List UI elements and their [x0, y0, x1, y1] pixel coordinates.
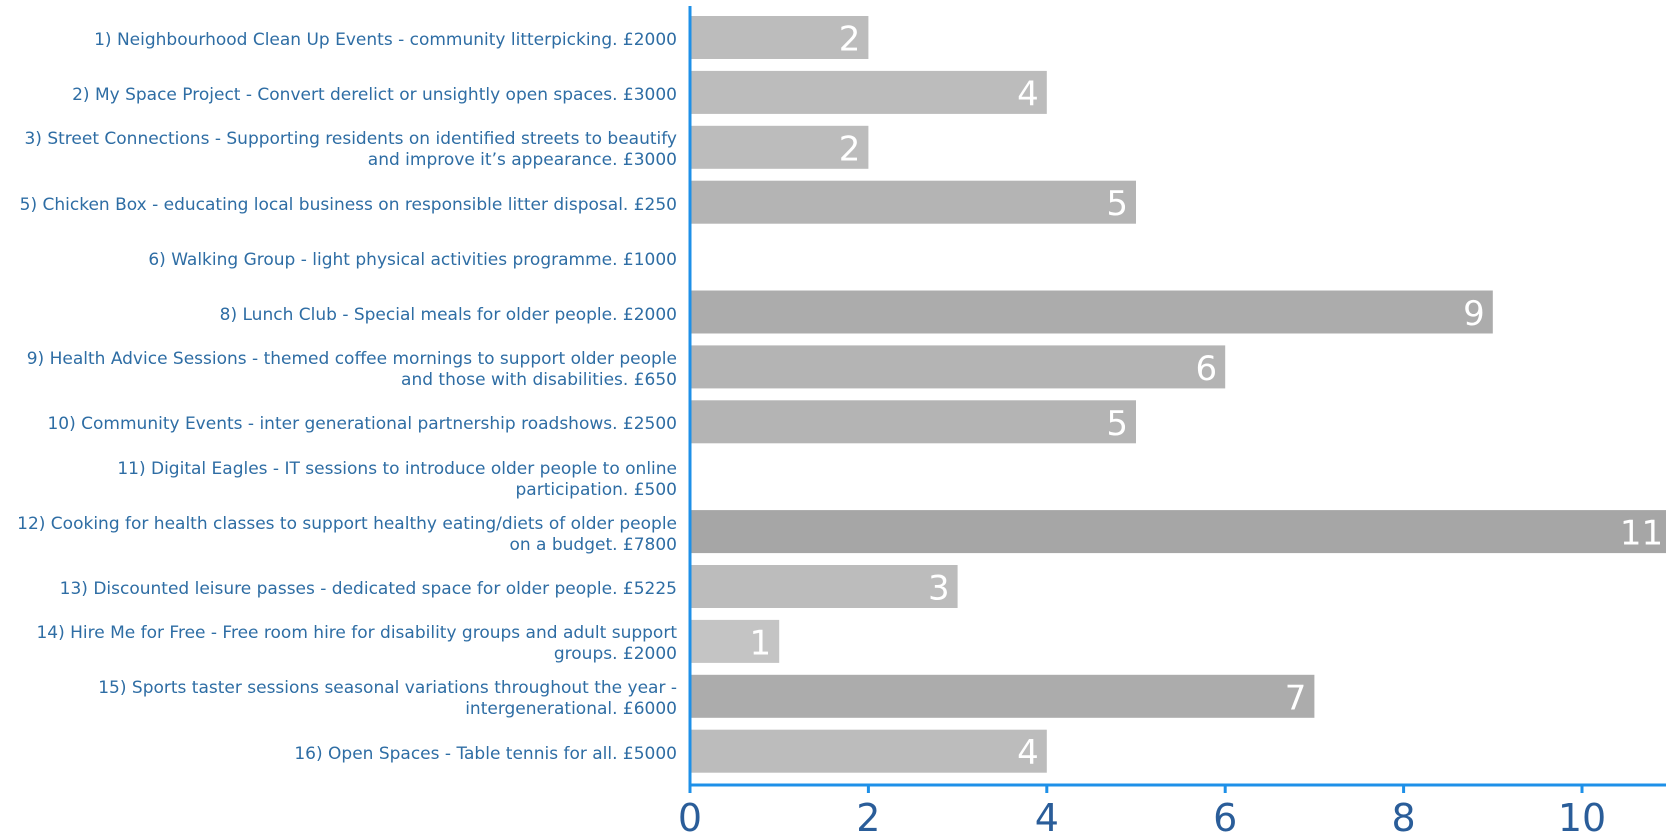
x-tick-label: 6: [1213, 796, 1237, 837]
bar: [690, 510, 1666, 553]
bar: [690, 71, 1047, 114]
bar-value-label: 2: [839, 20, 861, 60]
x-tick-label: 4: [1035, 796, 1059, 837]
bar: [690, 675, 1314, 718]
bar: [690, 400, 1136, 443]
bar-value-label: 4: [1017, 733, 1039, 773]
bar-value-label: 11: [1620, 514, 1663, 554]
bar: [690, 345, 1225, 388]
bar-value-label: 2: [839, 129, 861, 169]
bar: [690, 291, 1493, 334]
bar-value-label: 7: [1285, 678, 1307, 718]
bar-value-label: 5: [1106, 184, 1128, 224]
x-tick-label: 0: [678, 796, 702, 837]
bar: [690, 730, 1047, 773]
bar-value-label: 5: [1106, 404, 1128, 444]
x-tick-label: 10: [1558, 796, 1606, 837]
bar-value-label: 9: [1463, 294, 1485, 334]
bar-value-label: 6: [1196, 349, 1218, 389]
x-tick-label: 2: [856, 796, 880, 837]
bar: [690, 181, 1136, 224]
bar-value-label: 1: [750, 623, 772, 663]
bar: [690, 565, 958, 608]
x-tick-label: 8: [1392, 796, 1416, 837]
bar-value-label: 4: [1017, 74, 1039, 114]
bar-value-label: 3: [928, 569, 950, 609]
